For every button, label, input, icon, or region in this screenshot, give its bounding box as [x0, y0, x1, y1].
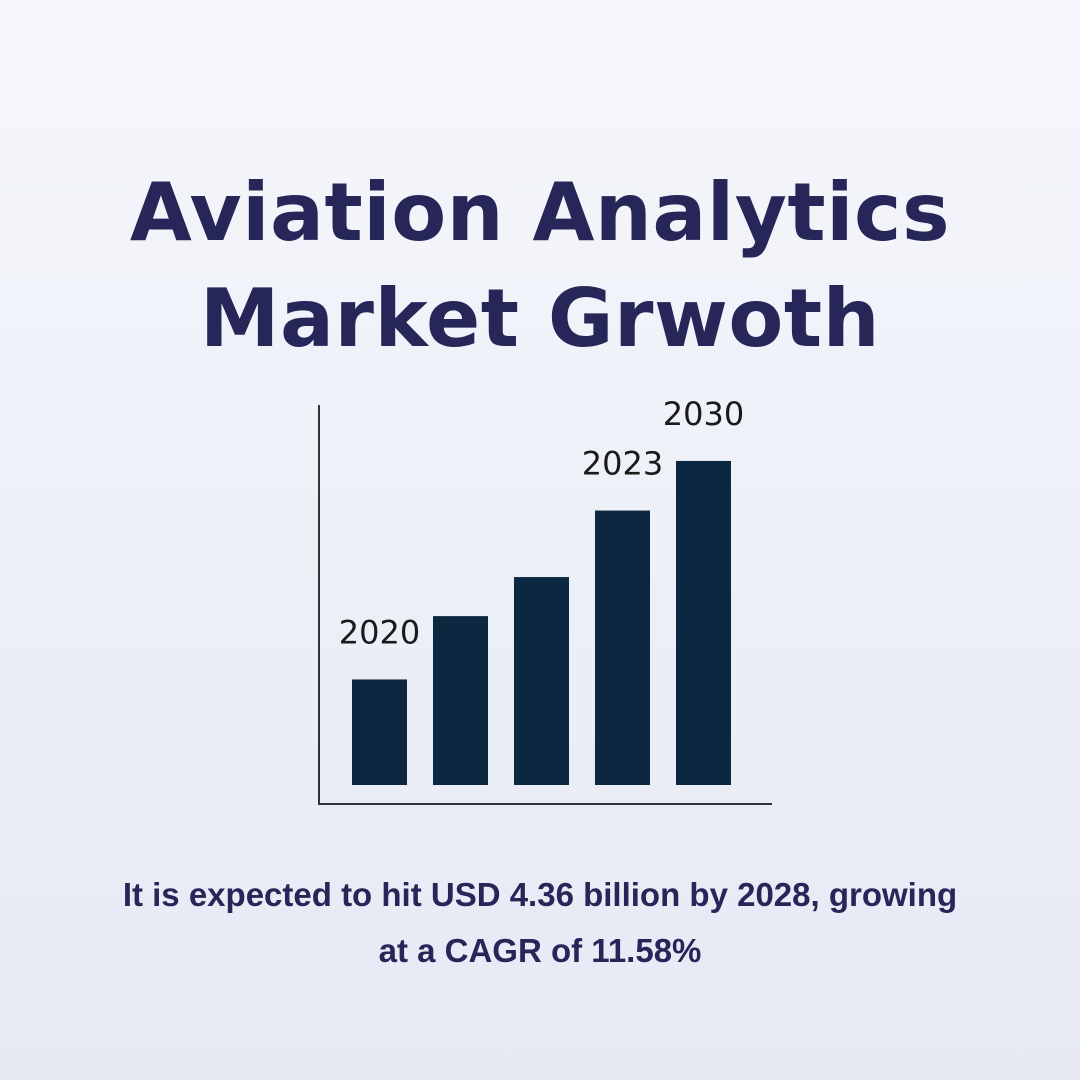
- bar-2: [433, 616, 488, 785]
- bar-1: [352, 679, 407, 785]
- caption-line1: It is expected to hit USD 4.36 billion b…: [122, 876, 958, 913]
- bar-4: [595, 510, 650, 785]
- bar-label-4: 2023: [582, 445, 663, 483]
- bar-label-1: 2020: [339, 613, 420, 651]
- page-title-line1: Aviation Analytics: [129, 166, 951, 259]
- caption-line2: at a CAGR of 11.58%: [378, 932, 702, 969]
- bar-3: [514, 577, 569, 785]
- page-title-line2: Market Grwoth: [199, 272, 881, 365]
- bar-label-5: 2030: [663, 395, 744, 433]
- bar-5: [676, 460, 731, 785]
